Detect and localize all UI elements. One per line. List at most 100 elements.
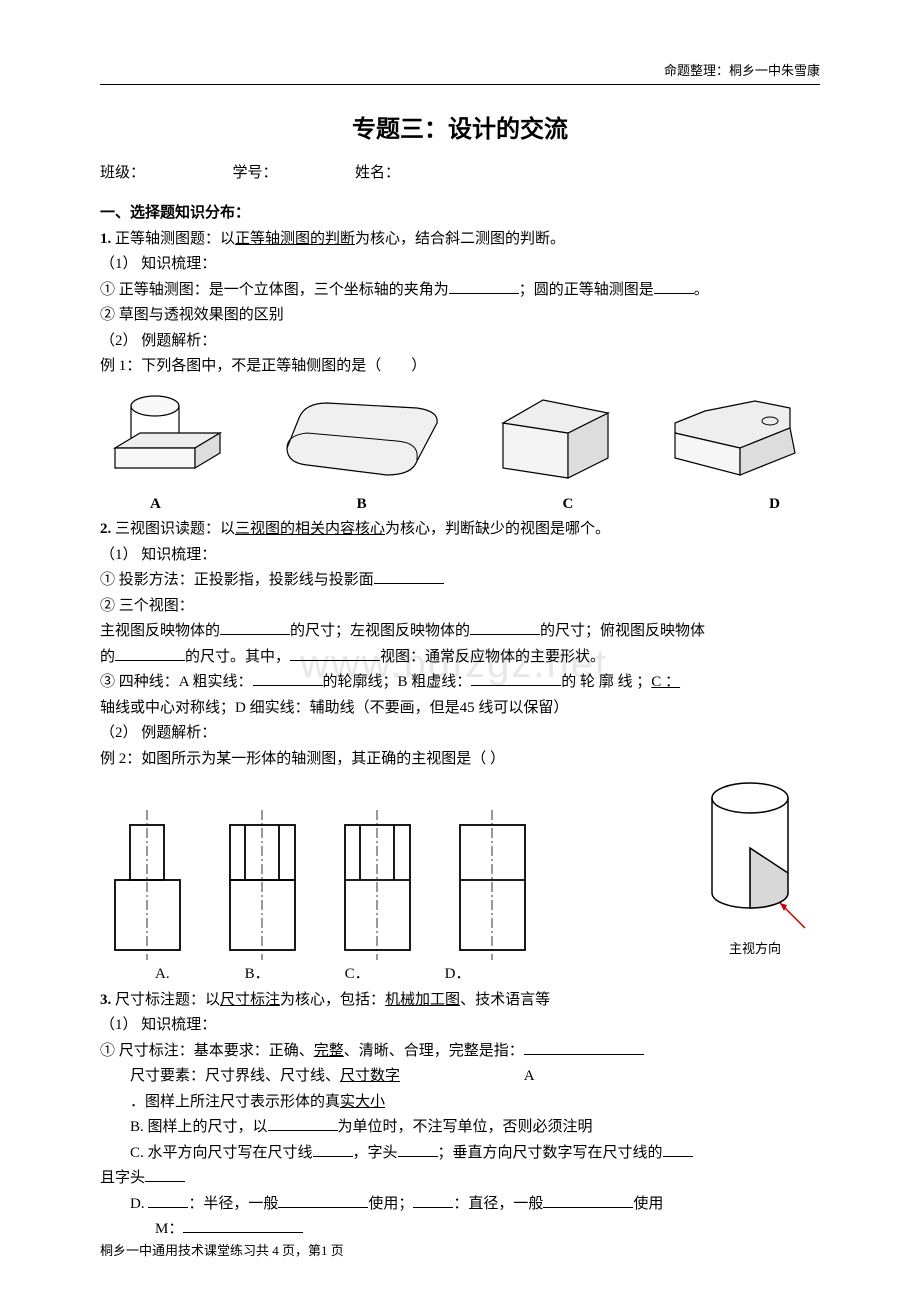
q1-k1: （1） 知识梳理：: [100, 252, 820, 278]
q1-text-a: 正等轴测图题：以: [115, 231, 235, 247]
q3-l3u: 实大小: [340, 1094, 385, 1110]
axo-icon: [690, 778, 820, 938]
q2-l4: 的 的尺寸。其中， 视图：通常反应物体的主要形状。: [100, 645, 820, 671]
label-C2: C．: [345, 962, 370, 988]
ex2-labels: A. B． C． D．: [100, 962, 820, 988]
name-label: 姓名：: [355, 165, 400, 181]
shape-d-icon: [660, 393, 820, 488]
q3-l3: ．图样上所注尺寸表示形体的真实大小: [100, 1090, 820, 1116]
q3-l7b: ：半径，一般: [188, 1196, 278, 1212]
q2-l5: ③ 四种线：A 粗实线：的轮廓线；B 粗虚线：的 轮 廓 线 ；C ：: [100, 670, 820, 696]
q3-tb: 为核心，包括：: [280, 992, 385, 1008]
q1-lead: 1. 正等轴测图题：以正等轴测图的判断为核心，结合斜二测图的判断。: [100, 227, 820, 253]
q3-l7a: D.: [130, 1196, 148, 1212]
fig-D: [660, 393, 820, 488]
blank: [268, 1116, 338, 1131]
q3-l2: 尺寸要素：尺寸界线、尺寸线、尺寸数字 A: [100, 1064, 820, 1090]
label-B: B: [357, 492, 367, 518]
q1-u: 正等轴测图的判断: [235, 231, 355, 247]
q2-l4a: 的: [100, 649, 115, 665]
blank: [220, 620, 290, 635]
q3-l7: D. ：半径，一般使用；：直径，一般使用: [100, 1192, 820, 1218]
student-info: 班级： 学号： 姓名：: [100, 161, 820, 187]
blank: [449, 279, 519, 294]
fig-A: [100, 388, 230, 488]
section-1-head: 一、选择题知识分布：: [100, 201, 820, 227]
q3-l5b: ，字头: [353, 1145, 398, 1161]
class-label: 班级：: [100, 165, 145, 181]
q3-l4: B. 图样上的尺寸，以为单位时，不注写单位，否则必须注明: [100, 1115, 820, 1141]
q2-lead: 2. 三视图识读题：以三视图的相关内容核心为核心，判断缺少的视图是哪个。: [100, 517, 820, 543]
fig-C: [483, 388, 623, 488]
q2-l3c: 的尺寸；俯视图反映物体: [540, 623, 705, 639]
q3-l7c: 使用；: [368, 1196, 413, 1212]
q3-ta: 尺寸标注题：以: [115, 992, 220, 1008]
q3-l3a: ．图样上所注尺寸表示形体的真: [130, 1094, 340, 1110]
q2-ex: 例 2：如图所示为某一形体的轴测图，其正确的主视图是（ ）: [100, 747, 820, 773]
blank: [413, 1193, 453, 1208]
axo-wrap: 主视方向: [690, 778, 820, 960]
q3-l4b: 为单位时，不注写单位，否则必须注明: [338, 1119, 593, 1135]
q2-l3b: 的尺寸；左视图反映物体的: [290, 623, 470, 639]
q1-l1b: ；圆的正等轴测图是: [519, 282, 654, 298]
q3-l1: ① 尺寸标注：基本要求：正确、完整、清晰、合理，完整是指：: [100, 1039, 820, 1065]
q1-l1: ① 正等轴测图：是一个立体图，三个坐标轴的夹角为 ；圆的正等轴测图是 。: [100, 278, 820, 304]
q1-text-b: 为核心，结合斜二测图的判断。: [355, 231, 565, 247]
opt-d-icon: [445, 810, 540, 960]
blank: [470, 620, 540, 635]
q2-ta: 三视图识读题：以: [115, 521, 235, 537]
blank: [398, 1142, 438, 1157]
blank: [253, 671, 323, 686]
blank: [663, 1142, 693, 1157]
q1-l1a: ① 正等轴测图：是一个立体图，三个坐标轴的夹角为: [100, 282, 449, 298]
q3-u2: 机械加工图: [385, 992, 460, 1008]
q2-l5b: 的轮廓线；B 粗虚线：: [323, 674, 472, 690]
opt-b-icon: [215, 810, 310, 960]
blank: [148, 1193, 188, 1208]
page-title: 专题三：设计的交流: [100, 110, 820, 151]
blank: [374, 569, 444, 584]
ex1-figures: [100, 388, 820, 488]
q3-l2b: A: [524, 1068, 535, 1084]
q2-l5d: C ：: [651, 674, 680, 690]
q1-k2: （2） 例题解析：: [100, 329, 820, 355]
view-dir-label: 主视方向: [690, 938, 820, 960]
q2-l1: ① 投影方法：正投影指，投影线与投影面: [100, 568, 820, 594]
label-A: A: [150, 492, 161, 518]
q1-num: 1.: [100, 231, 111, 247]
blank: [313, 1142, 353, 1157]
blank: [471, 671, 561, 686]
blank: [524, 1040, 644, 1055]
q3-tc: 、技术语言等: [460, 992, 550, 1008]
q2-l5a: ③ 四种线：A 粗实线：: [100, 674, 253, 690]
q3-l6: 且字头: [100, 1166, 820, 1192]
label-B2: B．: [245, 962, 270, 988]
opt-a-icon: [100, 810, 195, 960]
q2-l4b: 的尺寸。其中，: [185, 649, 290, 665]
q2-l3a: 主视图反映物体的: [100, 623, 220, 639]
q2-k2: （2） 例题解析：: [100, 721, 820, 747]
label-A2: A.: [155, 962, 170, 988]
q3-u1: 尺寸标注: [220, 992, 280, 1008]
blank: [290, 646, 380, 661]
q3-l2u: 尺寸数字: [340, 1068, 400, 1084]
blank: [654, 279, 694, 294]
q3-l1a: ① 尺寸标注：基本要求：正确、: [100, 1043, 314, 1059]
q1-l2: ② 草图与透视效果图的区别: [100, 303, 820, 329]
q2-l1t: ① 投影方法：正投影指，投影线与投影面: [100, 572, 374, 588]
blank: [543, 1193, 633, 1208]
shape-a-icon: [100, 388, 230, 488]
ex2-figures: 主视方向: [100, 778, 820, 960]
blank: [115, 646, 185, 661]
q1-ex: 例 1：下列各图中，不是正等轴侧图的是（ ）: [100, 354, 820, 380]
q3-l5: C. 水平方向尺寸写在尺寸线，字头；垂直方向尺寸数字写在尺寸线的: [100, 1141, 820, 1167]
shape-c-icon: [483, 388, 623, 488]
blank: [278, 1193, 368, 1208]
q3-l5a: C. 水平方向尺寸写在尺寸线: [130, 1145, 313, 1161]
q2-k1: （1） 知识梳理：: [100, 543, 820, 569]
q2-l6: 轴线或中心对称线；D 细实线：辅助线（不要画，但是45 线可以保留）: [100, 696, 820, 722]
shape-b-icon: [267, 393, 447, 488]
q1-l1c: 。: [694, 282, 709, 298]
q3-l7e: 使用: [633, 1196, 663, 1212]
q2-l4c: 视图：通常反应物体的主要形状。: [380, 649, 605, 665]
